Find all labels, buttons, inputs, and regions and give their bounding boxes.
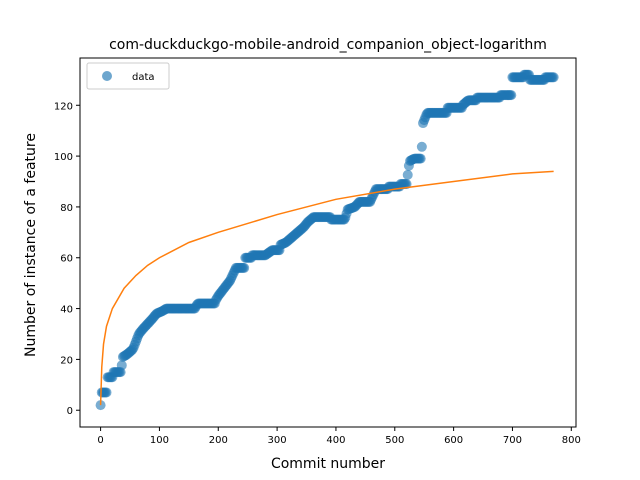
y-tick-label: 60 [60, 254, 73, 265]
legend-label: data [132, 72, 155, 83]
y-tick-label: 100 [54, 152, 73, 163]
axes: 0 100 200 300 400 500 600 700 800 0 20 40 60 80 100 120 [54, 57, 581, 446]
x-tick-label: 500 [385, 435, 404, 446]
data-point [416, 141, 427, 152]
plot-area [95, 69, 559, 411]
y-tick-label: 0 [67, 406, 73, 417]
x-tick-label: 700 [503, 435, 522, 446]
legend: data [86, 62, 170, 90]
legend-marker [102, 71, 112, 81]
x-tick-label: 100 [150, 435, 169, 446]
y-tick-label: 40 [60, 305, 73, 316]
y-axis-title: Number of instance of a feature [23, 133, 39, 357]
x-tick-label: 0 [97, 435, 103, 446]
legend-frame [86, 62, 170, 90]
x-tick-label: 800 [562, 435, 581, 446]
data-point [101, 387, 112, 398]
data-point [116, 360, 127, 371]
y-tick-label: 120 [54, 101, 73, 112]
data-point [548, 72, 559, 83]
x-tick-label: 300 [268, 435, 287, 446]
data-point [239, 262, 250, 273]
fit-line [99, 170, 554, 406]
y-tick-label: 80 [60, 203, 73, 214]
data-point [402, 169, 413, 180]
axes-frame [79, 57, 577, 428]
x-tick-label: 600 [444, 435, 463, 446]
y-tick-label: 20 [60, 355, 73, 366]
chart-title: com-duckduckgo-mobile-android_companion_… [109, 37, 547, 53]
data-point [415, 153, 426, 164]
x-axis-title: Commit number [271, 456, 385, 472]
x-tick-label: 400 [326, 435, 345, 446]
data-point [506, 90, 517, 101]
x-tick-label: 200 [209, 435, 228, 446]
